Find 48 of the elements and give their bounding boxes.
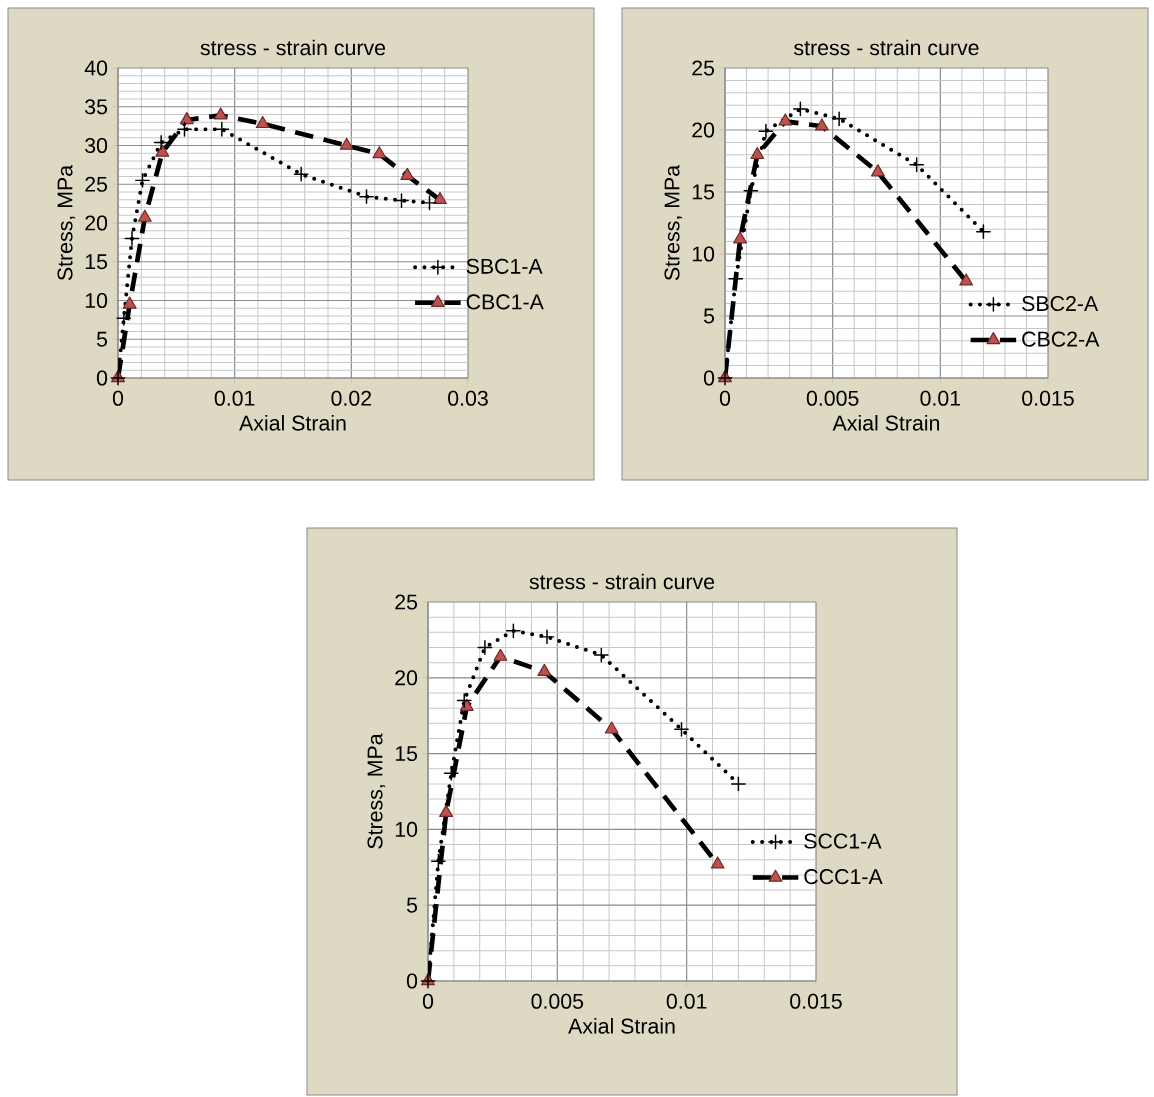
x-tick-label: 0 bbox=[719, 390, 731, 406]
chart-title: stress - strain curve bbox=[529, 573, 715, 590]
x-axis-title: Axial Strain bbox=[568, 1017, 675, 1034]
y-tick-label: 35 bbox=[85, 99, 108, 115]
x-axis-title: Axial Strain bbox=[239, 414, 346, 431]
y-tick-label: 10 bbox=[395, 821, 418, 837]
x-tick-label: 0.005 bbox=[806, 390, 859, 406]
y-tick-label: 20 bbox=[85, 215, 108, 231]
legend-label: SCC1-A bbox=[804, 833, 882, 849]
x-tick-label: 0.01 bbox=[214, 390, 255, 406]
x-tick-label: 0.03 bbox=[448, 390, 488, 406]
x-tick-label: 0 bbox=[422, 993, 434, 1009]
legend-label: SBC2-A bbox=[1022, 295, 1099, 312]
x-tick-label: 0.02 bbox=[331, 390, 372, 406]
y-axis-title: Stress, MPa bbox=[367, 733, 386, 849]
y-tick-label: 25 bbox=[395, 594, 418, 610]
x-tick-label: 0.015 bbox=[1022, 390, 1074, 406]
y-tick-label: 30 bbox=[85, 137, 108, 154]
chart-title: stress - strain curve bbox=[794, 39, 979, 56]
x-tick-label: 0.01 bbox=[920, 390, 961, 406]
y-tick-label: 5 bbox=[703, 308, 715, 324]
legend-label: CCC1-A bbox=[804, 869, 883, 885]
y-tick-label: 0 bbox=[96, 370, 108, 386]
y-tick-label: 15 bbox=[395, 746, 418, 762]
y-tick-label: 10 bbox=[85, 292, 108, 309]
y-tick-label: 25 bbox=[692, 60, 715, 76]
y-tick-label: 20 bbox=[395, 670, 418, 686]
y-axis-title: Stress, MPa bbox=[664, 164, 683, 281]
chart-title: stress - strain curve bbox=[200, 39, 386, 56]
legend-label: SBC1-A bbox=[466, 258, 543, 274]
y-tick-label: 10 bbox=[692, 246, 715, 262]
x-tick-label: 0.01 bbox=[666, 993, 707, 1009]
x-axis-title: Axial Strain bbox=[832, 414, 940, 431]
x-tick-label: 0.005 bbox=[531, 993, 584, 1009]
y-tick-label: 25 bbox=[85, 176, 108, 192]
legend-label: CBC2-A bbox=[1022, 331, 1100, 347]
y-axis-title: Stress, MPa bbox=[57, 164, 76, 281]
y-tick-label: 15 bbox=[85, 254, 108, 270]
x-tick-label: 0.015 bbox=[790, 993, 842, 1009]
y-tick-label: 0 bbox=[703, 370, 715, 386]
y-tick-label: 15 bbox=[692, 184, 715, 200]
x-tick-label: 0 bbox=[112, 390, 124, 406]
y-tick-label: 0 bbox=[406, 973, 418, 989]
y-tick-label: 5 bbox=[96, 331, 108, 347]
y-tick-label: 20 bbox=[692, 122, 715, 138]
legend-label: CBC1-A bbox=[466, 294, 544, 310]
y-tick-label: 5 bbox=[406, 897, 418, 913]
y-tick-label: 40 bbox=[84, 60, 108, 76]
